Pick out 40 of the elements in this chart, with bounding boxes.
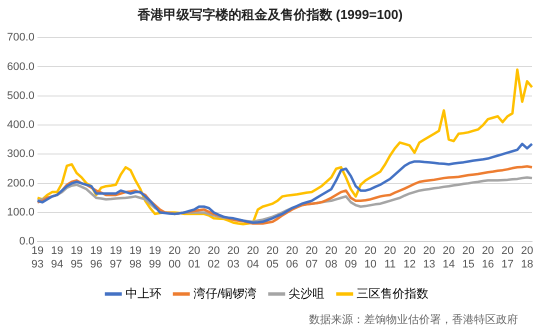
legend-label: 中上环 (125, 286, 162, 300)
x-tick-label: 20 05 (266, 245, 279, 270)
source-note: 数据来源：差饷物业估价署，香港特区政府 (308, 312, 519, 327)
y-tick-label: 600.0 (6, 60, 35, 73)
y-tick-label: 100.0 (6, 206, 35, 218)
y-tick-label: 700.0 (6, 32, 35, 44)
x-tick-label: 20 03 (227, 245, 240, 270)
x-tick-label: 20 08 (325, 245, 338, 270)
x-tick-label: 19 93 (31, 245, 44, 270)
y-tick-label: 0.0 (19, 236, 35, 248)
x-tick-label: 20 13 (423, 245, 436, 270)
x-tick-label: 20 02 (208, 245, 220, 270)
x-tick-label: 20 07 (306, 245, 318, 270)
legend-label: 湾仔/铜锣湾 (193, 286, 257, 300)
x-tick-label: 19 97 (110, 245, 122, 270)
y-tick-label: 400.0 (6, 119, 35, 132)
x-tick-label: 20 12 (403, 245, 416, 270)
y-tick-label: 200.0 (6, 177, 35, 190)
x-tick-label: 19 99 (148, 245, 162, 270)
x-tick-label: 20 15 (462, 245, 474, 270)
x-tick-label: 20 04 (246, 245, 260, 270)
x-tick-label: 19 98 (129, 245, 142, 270)
x-tick-label: 20 14 (442, 245, 455, 270)
x-tick-label: 20 10 (364, 245, 377, 270)
x-tick-label: 20 17 (501, 245, 514, 270)
x-tick-label: 19 96 (90, 245, 102, 270)
y-tick-label: 500.0 (6, 90, 35, 102)
legend-label: 尖沙咀 (288, 286, 325, 300)
x-tick-label: 20 06 (286, 245, 298, 270)
x-tick-label: 20 11 (384, 245, 396, 270)
y-tick-label: 300.0 (6, 148, 35, 160)
x-tick-label: 20 18 (520, 245, 534, 270)
legend-label: 三区售价指数 (356, 286, 429, 300)
x-tick-label: 19 94 (50, 245, 64, 270)
x-tick-label: 20 00 (168, 245, 181, 270)
x-tick-label: 20 01 (188, 245, 200, 270)
x-tick-label: 19 95 (70, 245, 83, 270)
chart-title: 香港甲级写字楼的租金及售价指数 (1999=100) (136, 6, 404, 24)
x-tick-label: 20 16 (482, 245, 494, 270)
x-tick-label: 20 09 (344, 245, 357, 270)
